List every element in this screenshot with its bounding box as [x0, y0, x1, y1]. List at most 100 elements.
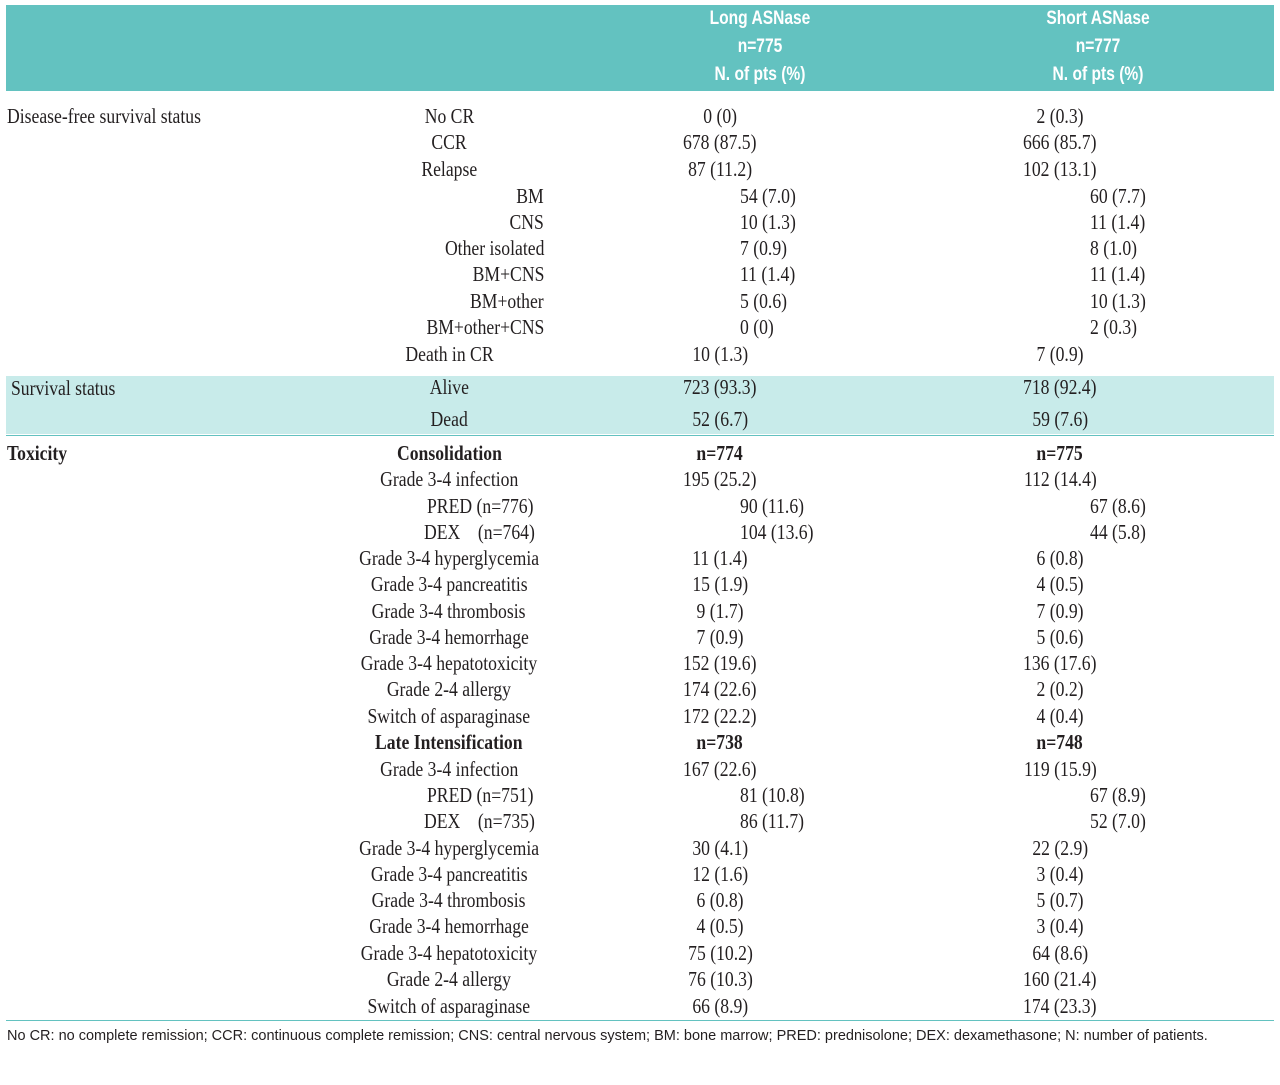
row-label: CNS — [509, 210, 544, 234]
value-short: 2 (0.3) — [1090, 315, 1138, 339]
header-short-asnase: Short ASNase n=777 N. of pts (%) — [975, 5, 1221, 91]
table-footnote: No CR: no complete remission; CCR: conti… — [7, 1028, 1208, 1044]
value-short: 52 (7.0) — [1090, 809, 1146, 833]
row-label: DEX (n=764) — [424, 520, 535, 544]
section-title-survival: Survival status — [11, 376, 116, 400]
value-short: 60 (7.7) — [1090, 184, 1146, 208]
value-long: 66 (8.9) — [692, 994, 748, 1018]
value-short: 7 (0.9) — [1036, 342, 1084, 366]
value-short: 44 (5.8) — [1090, 520, 1146, 544]
row-label: Grade 3-4 hyperglycemia — [359, 836, 539, 860]
row-label: Grade 3-4 infection — [379, 467, 519, 491]
value-short: 6 (0.8) — [1036, 546, 1084, 570]
value-long: 30 (4.1) — [692, 836, 748, 860]
value-long: 7 (0.9) — [696, 625, 744, 649]
value-short: n=748 — [1036, 730, 1084, 754]
value-long: 0 (0) — [703, 104, 737, 128]
value-long: 75 (10.2) — [687, 941, 753, 965]
row-label: Grade 3-4 pancreatitis — [370, 572, 528, 596]
value-long: 4 (0.5) — [696, 914, 744, 938]
value-long: 174 (22.6) — [683, 677, 757, 701]
row-label: PRED (n=751) — [427, 783, 534, 807]
header-short-n: n=777 — [1075, 36, 1121, 57]
value-short: 10 (1.3) — [1090, 289, 1146, 313]
value-long: 87 (11.2) — [687, 157, 753, 181]
value-long: 11 (1.4) — [692, 546, 748, 570]
value-short: 8 (1.0) — [1090, 236, 1138, 260]
value-short: 5 (0.6) — [1036, 625, 1084, 649]
value-long: 81 (10.8) — [740, 783, 805, 807]
header-long-title: Long ASNase — [709, 8, 811, 29]
value-short: 11 (1.4) — [1090, 210, 1146, 234]
value-short: 22 (2.9) — [1032, 836, 1088, 860]
value-long: 10 (1.3) — [740, 210, 796, 234]
row-label: Dead — [430, 407, 468, 431]
header-short-unit: N. of pts (%) — [1052, 64, 1144, 85]
header-long-n: n=775 — [737, 36, 783, 57]
value-short: 11 (1.4) — [1090, 262, 1146, 286]
value-short: 67 (8.6) — [1090, 494, 1146, 518]
row-label: BM+other — [470, 289, 544, 313]
value-long: 195 (25.2) — [683, 467, 757, 491]
value-short: 59 (7.6) — [1032, 407, 1088, 431]
value-long: 0 (0) — [740, 315, 774, 339]
value-short: 112 (14.4) — [1023, 467, 1097, 491]
value-long: 86 (11.7) — [740, 809, 805, 833]
row-label: Grade 3-4 infection — [379, 757, 519, 781]
value-short: 160 (21.4) — [1023, 967, 1097, 991]
value-short: 67 (8.9) — [1090, 783, 1146, 807]
table-bottom-rule — [6, 1020, 1274, 1021]
value-short: 7 (0.9) — [1036, 599, 1084, 623]
header-long-asnase: Long ASNase n=775 N. of pts (%) — [637, 5, 883, 91]
value-long: 6 (0.8) — [696, 888, 744, 912]
row-label: Grade 3-4 pancreatitis — [370, 862, 528, 886]
value-long: 172 (22.2) — [683, 704, 757, 728]
row-label: BM — [516, 184, 544, 208]
value-short: 174 (23.3) — [1023, 994, 1097, 1018]
value-long: 7 (0.9) — [740, 236, 788, 260]
value-long: n=774 — [696, 441, 744, 465]
row-label: DEX (n=735) — [424, 809, 535, 833]
section-title-dfs: Disease-free survival status — [7, 104, 201, 128]
value-short: 102 (13.1) — [1023, 157, 1097, 181]
value-short: 64 (8.6) — [1032, 941, 1088, 965]
value-long: 76 (10.3) — [687, 967, 753, 991]
row-label: CCR — [431, 130, 467, 154]
header-long-unit: N. of pts (%) — [714, 64, 806, 85]
value-long: 12 (1.6) — [692, 862, 748, 886]
value-long: 678 (87.5) — [683, 130, 757, 154]
row-label: Other isolated — [444, 236, 544, 260]
value-short: 4 (0.4) — [1036, 704, 1084, 728]
section-title-toxicity: Toxicity — [7, 441, 68, 465]
value-long: 167 (22.6) — [683, 757, 757, 781]
value-long: 90 (11.6) — [740, 494, 805, 518]
row-label: Grade 3-4 thrombosis — [372, 599, 526, 623]
row-label: BM+other+CNS — [426, 315, 544, 339]
row-label: BM+CNS — [472, 262, 544, 286]
value-long: 723 (93.3) — [683, 375, 757, 399]
row-label: Grade 3-4 hepatotoxicity — [360, 941, 538, 965]
table-header-band — [6, 5, 1274, 91]
value-short: 136 (17.6) — [1023, 651, 1097, 675]
row-label: Grade 3-4 hyperglycemia — [359, 546, 539, 570]
row-label: Grade 3-4 hemorrhage — [369, 914, 529, 938]
value-short: 2 (0.2) — [1036, 677, 1084, 701]
row-label: No CR — [424, 104, 474, 128]
row-label: Late Intensification — [375, 730, 523, 754]
value-long: 104 (13.6) — [740, 520, 814, 544]
row-label: Grade 2-4 allergy — [386, 677, 512, 701]
value-short: 2 (0.3) — [1036, 104, 1084, 128]
value-long: 5 (0.6) — [740, 289, 788, 313]
row-label: Switch of asparaginase — [367, 704, 531, 728]
row-label: Grade 2-4 allergy — [386, 967, 512, 991]
row-label: Death in CR — [404, 342, 494, 366]
row-label: Alive — [429, 375, 469, 399]
toxicity-divider — [6, 435, 1274, 436]
value-long: 54 (7.0) — [740, 184, 796, 208]
row-label: Consolidation — [396, 441, 502, 465]
value-long: 9 (1.7) — [696, 599, 744, 623]
row-label: Switch of asparaginase — [367, 994, 531, 1018]
value-short: 3 (0.4) — [1036, 862, 1084, 886]
value-long: 15 (1.9) — [692, 572, 748, 596]
value-long: 11 (1.4) — [740, 262, 796, 286]
